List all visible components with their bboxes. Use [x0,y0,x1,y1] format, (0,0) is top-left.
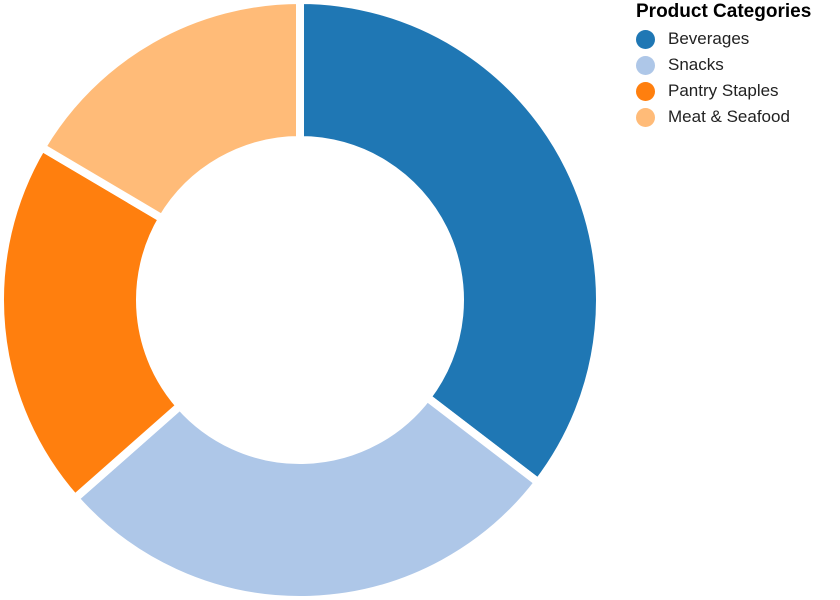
legend-item-snacks: Snacks [636,52,836,78]
donut-slice-beverages [296,0,600,487]
legend-label: Beverages [668,29,750,48]
legend-swatch-beverages [636,29,655,49]
legend-list: Beverages Snacks Pantry Staples Meat & Seaf… [636,26,836,130]
donut-slice-meat-and-seafood [37,0,304,223]
legend-swatch-pantry-staples [636,81,655,101]
legend-item-beverages: Beverages [636,26,836,52]
legend-swatch-snacks [636,55,655,75]
legend-label: Meat & Seafood [668,107,790,126]
legend: Product Categories Beverages Snacks Pantry… [636,0,836,130]
legend-item-meat-and-seafood: Meat & Seafood [636,104,836,130]
legend-title: Product Categories [636,1,812,22]
donut-slice-snacks [70,393,543,600]
donut-plot [0,0,600,600]
donut-slice-pantry-staples [0,143,184,503]
legend-item-pantry-staples: Pantry Staples [636,78,836,104]
legend-label: Snacks [668,55,724,74]
legend-label: Pantry Staples [668,81,779,100]
legend-swatch-meat-and-seafood [636,107,655,127]
slices-group [0,0,600,600]
